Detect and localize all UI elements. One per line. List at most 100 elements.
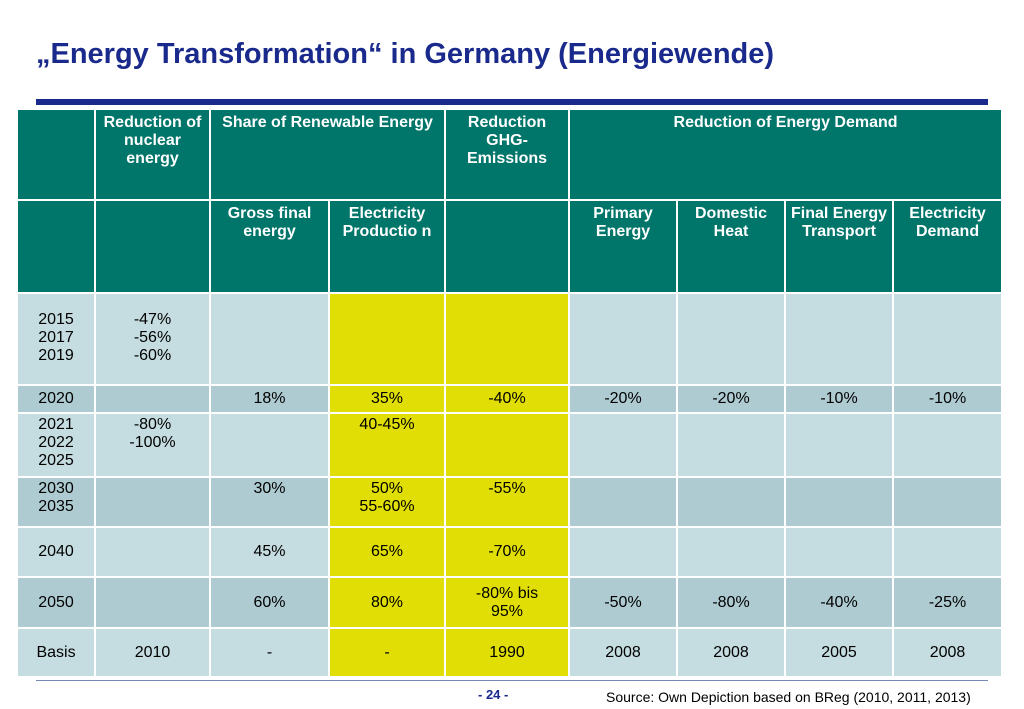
domestic-cell [676, 292, 787, 386]
header-electricity-demand: Electricity Demand [892, 199, 1004, 294]
nuclear-value: -47% [133, 311, 172, 328]
year-cell: 2020 [16, 384, 96, 414]
domestic-cell: -20% [676, 384, 787, 414]
table-row: 2021 2022 2025 -80% -100% 40-45% [16, 412, 1004, 478]
header-primary-energy: Primary Energy [568, 199, 679, 294]
demand-cell: -10% [892, 384, 1004, 414]
year-value: 2022 [38, 434, 74, 451]
header-ghg: Reduction GHG-Emissions [444, 108, 571, 201]
primary-cell [568, 476, 679, 528]
year-value: 2035 [38, 498, 74, 515]
domestic-cell [676, 476, 787, 528]
ghg-cell: -55% [444, 476, 571, 528]
ghg-cell: -70% [444, 526, 571, 578]
ghg-cell [444, 412, 571, 478]
table-row: 2040 45% 65% -70% [16, 526, 1004, 578]
electricity-cell: 80% [327, 576, 447, 629]
year-cell: 2050 [16, 576, 96, 629]
year-value: 2017 [38, 329, 74, 346]
table-row: 2015 2017 2019 -47% -56% -60% [16, 292, 1004, 386]
nuclear-cell: -47% -56% -60% [94, 292, 211, 386]
domestic-cell [676, 412, 787, 478]
gross-cell [209, 292, 330, 386]
primary-cell [568, 292, 679, 386]
nuclear-value: -60% [133, 347, 172, 364]
demand-cell [892, 292, 1004, 386]
footer-divider [36, 680, 988, 681]
header-row-2: Gross final energy Electricity Productio… [16, 199, 1004, 294]
transport-cell: -10% [784, 384, 895, 414]
nuclear-cell: -80% -100% [94, 412, 211, 478]
nuclear-cell [94, 384, 211, 414]
nuclear-cell [94, 576, 211, 629]
gross-cell: 18% [209, 384, 330, 414]
header-gross-final: Gross final energy [209, 199, 330, 294]
header2-empty-cell [16, 199, 96, 294]
nuclear-cell [94, 476, 211, 528]
year-value: 2030 [38, 480, 74, 497]
nuclear-value: -80% [133, 416, 172, 433]
header-empty-cell [16, 108, 96, 201]
year-cell: 2040 [16, 526, 96, 578]
header-demand: Reduction of Energy Demand [568, 108, 1004, 201]
source-note: Source: Own Depiction based on BReg (201… [606, 689, 971, 705]
transport-cell [784, 526, 895, 578]
page-title: „Energy Transformation“ in Germany (Ener… [36, 38, 775, 70]
header-domestic-heat: Domestic Heat [676, 199, 787, 294]
nuclear-value: -100% [129, 434, 176, 451]
nuclear-value: -56% [133, 329, 172, 346]
header-renewable: Share of Renewable Energy [208, 108, 447, 201]
gross-cell: 30% [209, 476, 330, 528]
electricity-value: 55-60% [359, 498, 415, 515]
demand-cell [892, 412, 1004, 478]
page-number: - 24 - [478, 687, 509, 702]
primary-cell: -20% [568, 384, 679, 414]
year-cell: Basis [16, 627, 96, 678]
header-row-1: Reduction of nuclear energy Share of Ren… [16, 108, 1004, 201]
nuclear-cell: 2010 [94, 627, 211, 678]
electricity-cell: 40-45% [327, 412, 447, 478]
demand-cell [892, 526, 1004, 578]
gross-cell: - [209, 627, 330, 678]
primary-cell [568, 412, 679, 478]
table-row: 2050 60% 80% -80% bis 95% -50% -80% -40%… [16, 576, 1004, 629]
header-final-transport: Final Energy Transport [784, 199, 895, 294]
transport-cell [784, 292, 895, 386]
electricity-value: 50% [370, 480, 404, 497]
transport-cell: -40% [784, 576, 895, 629]
year-value: 2019 [38, 347, 74, 364]
demand-cell [892, 476, 1004, 528]
table-row: 2030 2035 30% 50% 55-60% -55% [16, 476, 1004, 528]
year-value: 2021 [38, 416, 74, 433]
ghg-value: -80% bis 95% [475, 584, 539, 620]
primary-cell: 2008 [568, 627, 679, 678]
header-nuclear: Reduction of nuclear energy [94, 108, 211, 201]
year-value: 2015 [38, 311, 74, 328]
transport-cell [784, 412, 895, 478]
gross-cell: 45% [209, 526, 330, 578]
header-electricity-production: Electricity Productio n [327, 199, 447, 294]
primary-cell [568, 526, 679, 578]
year-cell: 2021 2022 2025 [16, 412, 96, 478]
table-row: 2020 18% 35% -40% -20% -20% -10% -10% [16, 384, 1004, 414]
domestic-cell: -80% [676, 576, 787, 629]
electricity-cell [327, 292, 447, 386]
ghg-cell [444, 292, 571, 386]
demand-cell: -25% [892, 576, 1004, 629]
electricity-cell: 50% 55-60% [327, 476, 447, 528]
header2-empty-cell [94, 199, 211, 294]
energiewende-table: Reduction of nuclear energy Share of Ren… [16, 108, 1004, 678]
year-value: 2025 [38, 452, 74, 469]
electricity-cell: 65% [327, 526, 447, 578]
domestic-cell: 2008 [676, 627, 787, 678]
table-row: Basis 2010 - - 1990 2008 2008 2005 2008 [16, 627, 1004, 678]
gross-cell [209, 412, 330, 478]
domestic-cell [676, 526, 787, 578]
ghg-cell: -80% bis 95% [444, 576, 571, 629]
header2-empty-cell [444, 199, 571, 294]
electricity-cell: - [327, 627, 447, 678]
nuclear-cell [94, 526, 211, 578]
ghg-cell: -40% [444, 384, 571, 414]
demand-cell: 2008 [892, 627, 1004, 678]
year-cell: 2030 2035 [16, 476, 96, 528]
